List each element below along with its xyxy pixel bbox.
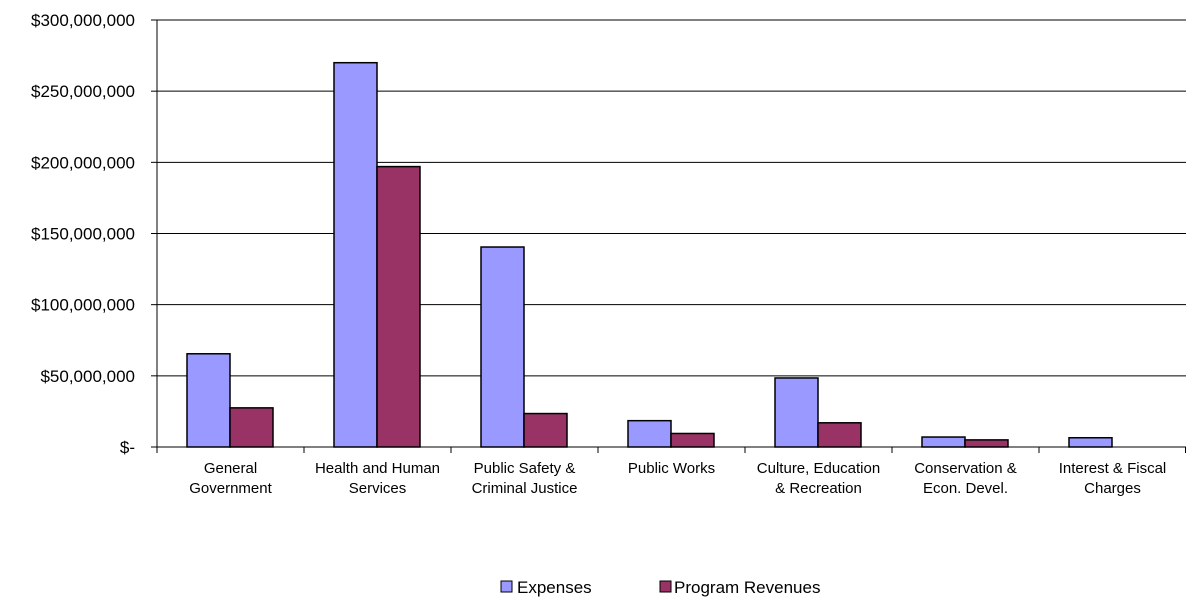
bar-expenses (333, 61, 378, 448)
y-tick-label: $200,000,000 (31, 153, 135, 172)
legend-swatch (659, 580, 672, 593)
bar-expenses (480, 246, 525, 448)
gridlines (157, 19, 1186, 377)
x-category-label: Interest & Fiscal Charges (1059, 460, 1167, 497)
y-tick-label: $100,000,000 (31, 296, 135, 315)
bar-program-revenues (670, 432, 715, 448)
bar-program-revenues (523, 412, 568, 448)
legend: Expenses Program Revenues (500, 578, 820, 597)
x-category-label: General Government (189, 460, 272, 497)
bar-expenses (921, 436, 966, 448)
bar-program-revenues (376, 165, 421, 448)
x-category-label: Culture, Education & Recreation (757, 460, 880, 497)
bar-program-revenues (964, 439, 1009, 448)
bar-program-revenues (817, 422, 862, 448)
y-tick-label: $50,000,000 (40, 367, 135, 386)
category-labels: General Government Health and Human Service… (189, 460, 1166, 497)
bar-expenses (186, 353, 231, 448)
x-category-label: Public Safety & Criminal Justice (472, 460, 578, 497)
bars (186, 61, 1113, 448)
bar-expenses (774, 377, 819, 448)
legend-label: Program Revenues (674, 578, 820, 597)
y-tick-label: $150,000,000 (31, 225, 135, 244)
y-tick-label: $300,000,000 (31, 11, 135, 30)
x-category-label: Health and Human Services (315, 460, 440, 497)
legend-label: Expenses (517, 578, 592, 597)
y-axis-tick-labels: $- $50,000,000 $100,000,000 $150,000,000 $20… (31, 11, 157, 457)
bar-expenses (1068, 436, 1113, 448)
x-category-label: Conservation & Econ. Devel. (914, 460, 1017, 497)
bar-expenses (627, 419, 672, 448)
axes (156, 20, 1186, 453)
legend-swatch (500, 580, 513, 593)
y-tick-label: $- (120, 438, 135, 457)
y-tick-label: $250,000,000 (31, 82, 135, 101)
x-category-label: Public Works (628, 460, 715, 477)
bar-program-revenues (229, 407, 274, 448)
